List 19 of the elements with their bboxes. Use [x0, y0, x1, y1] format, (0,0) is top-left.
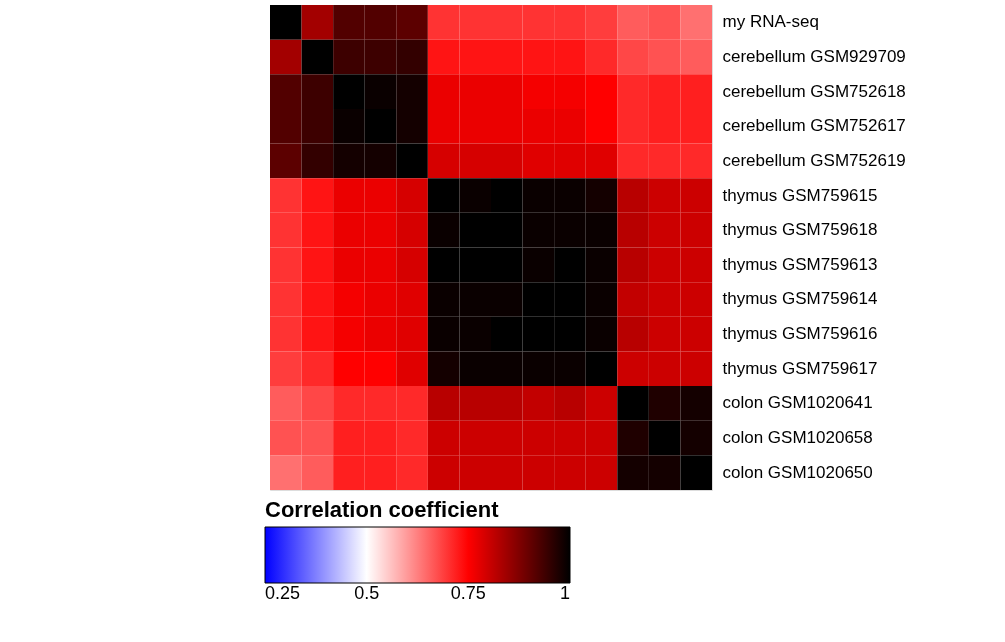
- y-tick-label: cerebellum GSM929709: [722, 46, 906, 66]
- color-bar-label: 1: [559, 583, 570, 603]
- y-tick-label: thymus GSM759618: [722, 220, 878, 240]
- color-bar-label: 0.5: [354, 583, 380, 603]
- y-tick-label: cerebellum GSM752618: [722, 81, 906, 101]
- color-bar-title: Correlation coefficient: [265, 497, 500, 522]
- y-tick-label: thymus GSM759615: [722, 185, 878, 205]
- y-tick-label: thymus GSM759616: [722, 324, 878, 344]
- y-tick-label: colon GSM1020658: [722, 428, 873, 448]
- y-tick-label: thymus GSM759613: [722, 254, 878, 274]
- y-tick-label: cerebellum GSM752617: [722, 116, 906, 136]
- y-tick-label: thymus GSM759614: [722, 289, 878, 309]
- y-tick-label: thymus GSM759617: [722, 358, 878, 378]
- y-tick-label: my RNA-seq: [722, 12, 819, 32]
- color-bar-label: 0.75: [450, 583, 486, 603]
- y-tick-label: colon GSM1020650: [722, 462, 873, 482]
- y-tick-label: colon GSM1020641: [722, 393, 873, 413]
- color-bar-label: 0.25: [265, 583, 301, 603]
- y-tick-label: cerebellum GSM752619: [722, 150, 906, 170]
